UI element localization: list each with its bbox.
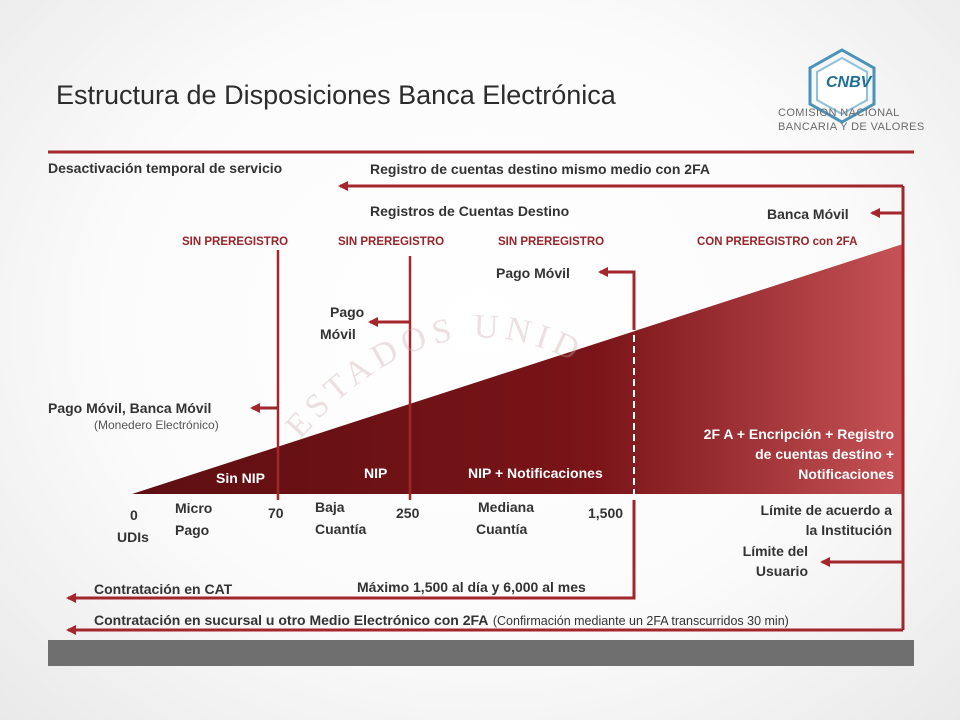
bottom-band xyxy=(48,640,914,666)
label-desactivacion: Desactivación temporal de servicio xyxy=(48,160,283,176)
label-confirmacion: (Confirmación mediante un 2FA transcurri… xyxy=(492,614,789,628)
page-title: Estructura de Disposiciones Banca Electr… xyxy=(56,80,616,110)
label-encripcion: 2F A + Encripción + Registro de cuentas … xyxy=(640,424,894,484)
logo-line1: COMISION NACIONAL xyxy=(778,107,900,119)
label-monedero: (Monedero Electrónico) xyxy=(94,418,219,432)
axis-mediana-2: Cuantía xyxy=(476,521,528,537)
label-limite-usuario: Límite del Usuario xyxy=(690,541,808,581)
label-limite-usr-1: Límite del xyxy=(742,543,808,559)
label-sin-nip: Sin NIP xyxy=(216,470,266,486)
label-limite-inst-1: Límite de acuerdo a xyxy=(760,502,892,518)
label-pago-movil-mid-1: Pago xyxy=(330,304,365,320)
prereg-1: SIN PREREGISTRO xyxy=(182,236,289,248)
axis-micro-2: Pago xyxy=(175,522,210,538)
label-encripcion-1: 2F A + Encripción + Registro xyxy=(703,426,894,442)
prereg-3: SIN PREREGISTRO xyxy=(498,236,605,248)
prereg-2: SIN PREREGISTRO xyxy=(338,236,445,248)
axis-micro-1: Micro xyxy=(175,500,213,516)
axis-udis: UDIs xyxy=(117,529,149,545)
axis-1500: 1,500 xyxy=(588,505,624,521)
label-nip-notif: NIP + Notificaciones xyxy=(468,465,603,481)
label-pago-movil-mid-2: Móvil xyxy=(320,326,356,342)
prereg-4: CON PREREGISTRO con 2FA xyxy=(697,236,858,248)
label-encripcion-3: Notificaciones xyxy=(798,466,894,482)
label-pago-banca: Pago Móvil, Banca Móvil xyxy=(48,400,212,416)
arrow-cat xyxy=(66,500,636,603)
label-limite-inst-2: la Institución xyxy=(805,522,892,538)
label-encripcion-2: de cuentas destino + xyxy=(755,446,894,462)
label-limite-usr-2: Usuario xyxy=(755,563,808,579)
label-limite-institucion: Límite de acuerdo a la Institución xyxy=(700,500,892,540)
label-registro-2fa: Registro de cuentas destino mismo medio … xyxy=(370,161,710,177)
axis-zero: 0 xyxy=(130,507,138,523)
axis-mediana-1: Mediana xyxy=(478,499,535,515)
label-maximo: Máximo 1,500 al día y 6,000 al mes xyxy=(357,579,586,595)
logo-line2: BANCARIA Y DE VALORES xyxy=(778,121,925,133)
label-registros-cuentas: Registros de Cuentas Destino xyxy=(370,203,570,219)
cnbv-logo-icon xyxy=(808,48,876,124)
label-nip: NIP xyxy=(364,465,388,481)
label-pago-movil-right: Pago Móvil xyxy=(496,265,570,281)
label-sucursal-row: Contratación en sucursal u otro Medio El… xyxy=(94,610,789,630)
label-banca-movil: Banca Móvil xyxy=(767,206,849,222)
logo-abbr: CNBV xyxy=(826,74,872,91)
axis-baja-2: Cuantía xyxy=(315,521,367,537)
amount-wedge xyxy=(132,244,903,494)
axis-250: 250 xyxy=(396,505,420,521)
label-contratacion-cat: Contratación en CAT xyxy=(94,581,233,597)
label-contratacion-sucursal: Contratación en sucursal u otro Medio El… xyxy=(94,612,489,628)
axis-baja-1: Baja xyxy=(315,499,345,515)
arrow-pago-movil-right xyxy=(598,267,636,330)
svg-text:ESTADOS UNIDOS ME: ESTADOS UNIDOS ME xyxy=(0,0,590,445)
watermark-text: ESTADOS UNIDOS ME xyxy=(0,0,584,445)
axis-70: 70 xyxy=(268,505,284,521)
